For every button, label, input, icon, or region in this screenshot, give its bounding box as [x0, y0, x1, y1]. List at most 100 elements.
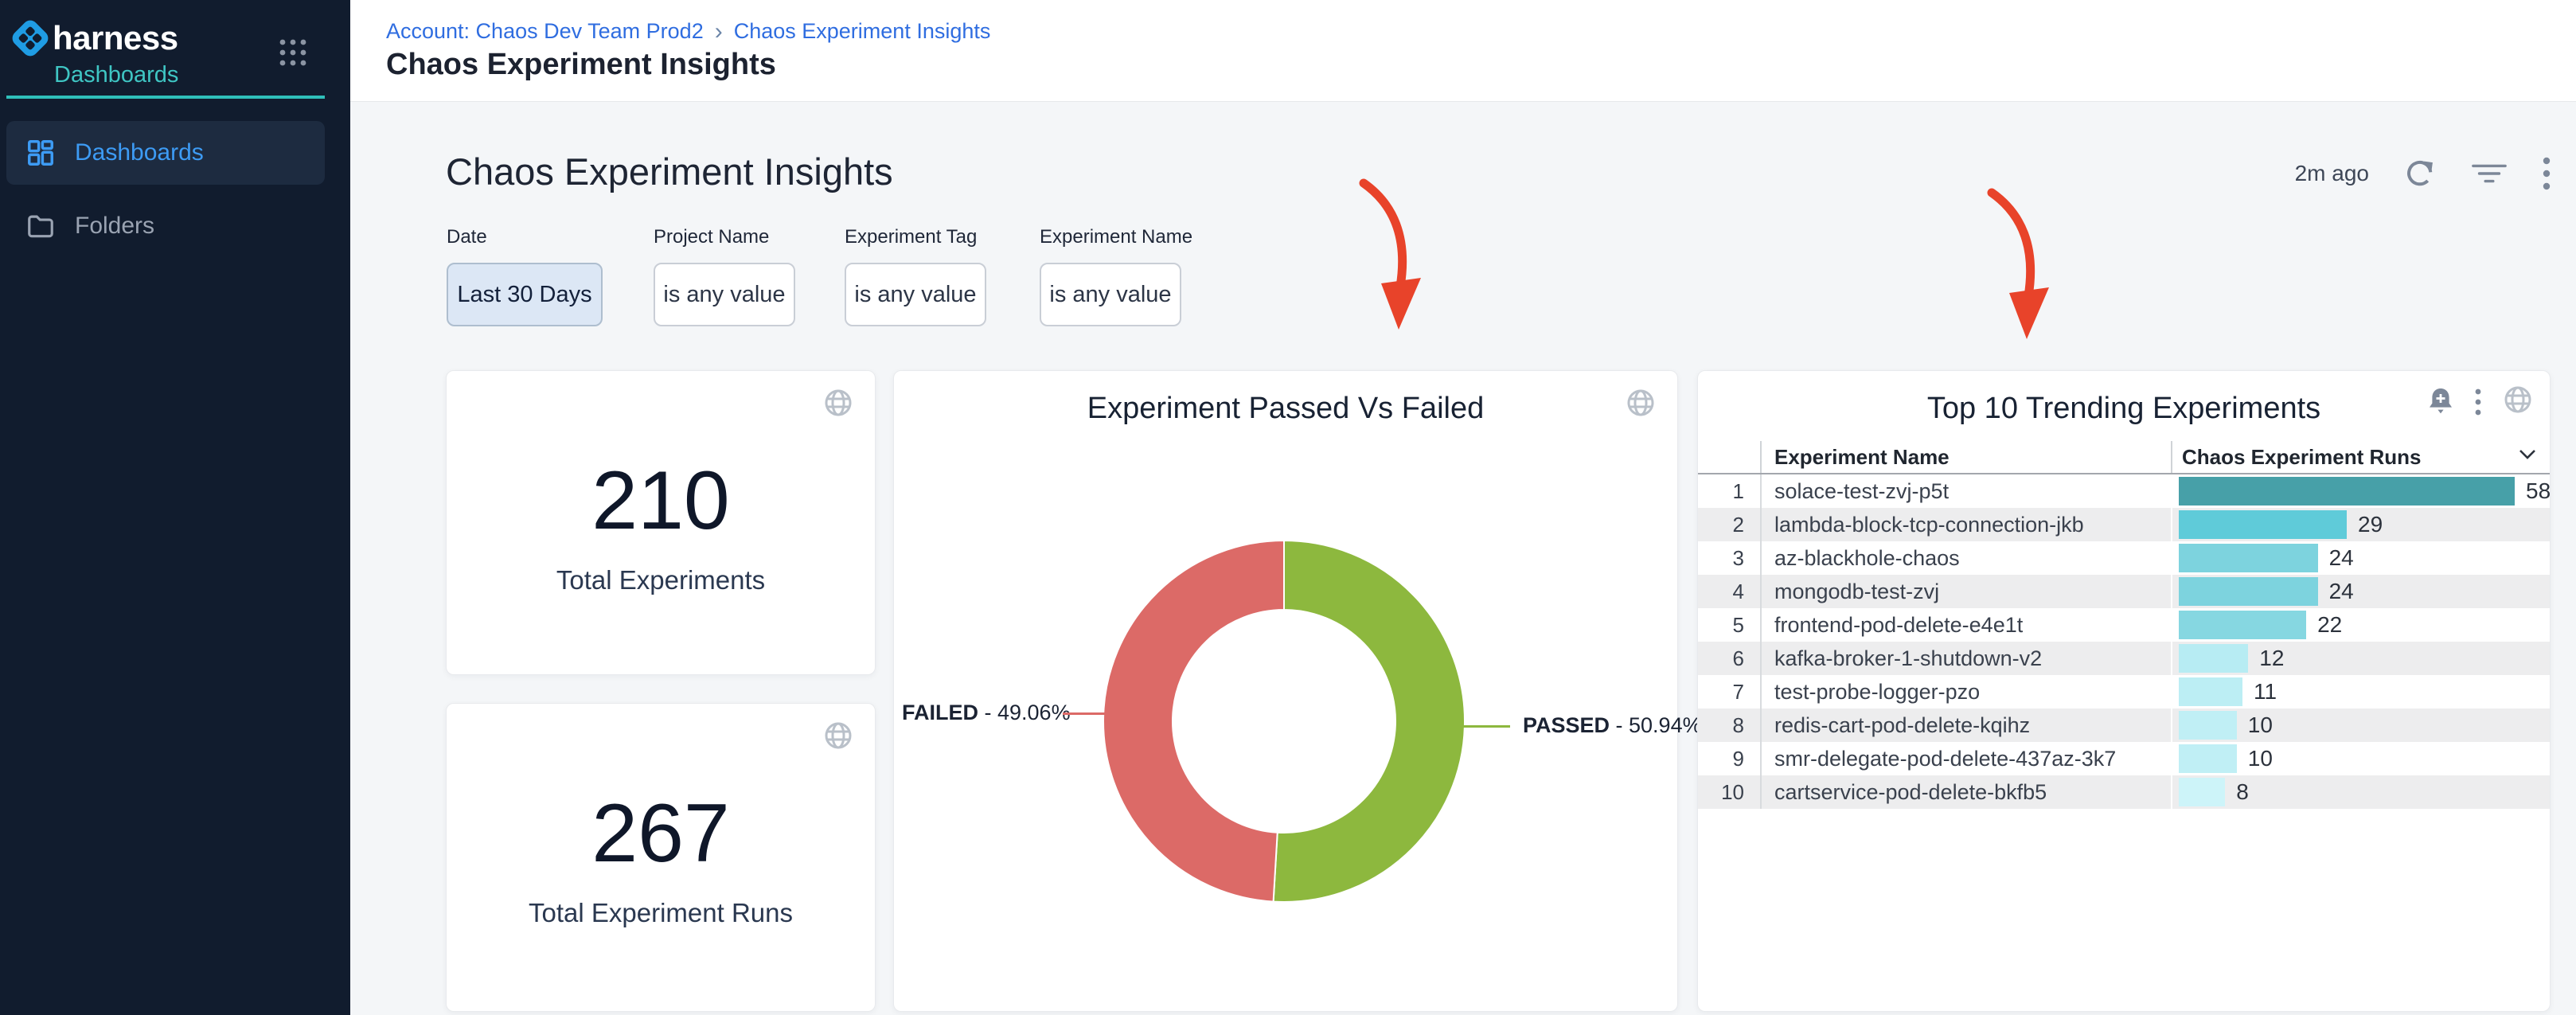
experiment-name: smr-delegate-pod-delete-437az-3k7	[1760, 742, 2171, 775]
bell-plus-icon	[2430, 388, 2452, 413]
filter-date-button[interactable]: Last 30 Days	[447, 263, 603, 326]
rank-column-header	[1698, 441, 1760, 473]
row-rank: 2	[1732, 512, 1744, 537]
globe-icon[interactable]	[822, 720, 854, 755]
experiment-name: test-probe-logger-pzo	[1760, 675, 2171, 709]
passed-slice-label: PASSED - 50.94%	[1523, 713, 1702, 737]
runs-bar[interactable]	[2179, 577, 2318, 606]
refresh-button[interactable]	[2404, 158, 2436, 189]
runs-value: 58	[2526, 478, 2551, 503]
sidebar-divider	[6, 96, 325, 99]
runs-column-header[interactable]: Chaos Experiment Runs	[2171, 441, 2550, 473]
table-row[interactable]: 10 cartservice-pod-delete-bkfb5 8	[1698, 775, 2550, 809]
runs-value: 12	[2259, 646, 2285, 670]
table-row[interactable]: 8 redis-cart-pod-delete-kqihz 10	[1698, 709, 2550, 742]
total-experiments-card: 210 Total Experiments	[446, 370, 876, 675]
filter-label: Project Name	[654, 226, 770, 248]
stat-value: 210	[591, 455, 730, 547]
table-row[interactable]: 5 frontend-pod-delete-e4e1t 22	[1698, 608, 2550, 642]
table-body: 1 solace-test-zvj-p5t 58 2 lambda-block-tcp-…	[1698, 474, 2551, 809]
experiment-name: cartservice-pod-delete-bkfb5	[1760, 775, 2171, 809]
breadcrumb: Account: Chaos Dev Team Prod2 › Chaos Ex…	[386, 19, 990, 44]
runs-value: 8	[2236, 779, 2249, 804]
annotation-arrow	[1359, 178, 1421, 330]
filter-value: is any value	[663, 281, 786, 307]
row-rank: 7	[1732, 679, 1744, 704]
filter-experiment-name-button[interactable]: is any value	[1040, 263, 1181, 326]
stat-label: Total Experiments	[556, 565, 766, 595]
runs-bar[interactable]	[2179, 711, 2237, 740]
filter-label: Experiment Tag	[845, 226, 978, 248]
runs-cell: 24	[2171, 541, 2550, 575]
runs-value: 24	[2328, 545, 2354, 570]
sidebar-nav: Dashboards Folders	[6, 121, 325, 267]
breadcrumb-account-link[interactable]: Account: Chaos Dev Team Prod2	[386, 19, 704, 43]
kebab-menu-icon	[2475, 388, 2481, 415]
filter-experiment-tag-button[interactable]: is any value	[845, 263, 986, 326]
table-row[interactable]: 4 mongodb-test-zvj 24	[1698, 575, 2550, 608]
dashboard-menu-button[interactable]	[2543, 156, 2551, 191]
filters-button[interactable]	[2471, 161, 2508, 186]
filter-value: is any value	[1049, 281, 1172, 307]
last-refreshed: 2m ago	[2294, 161, 2369, 185]
chevron-down-icon[interactable]	[2518, 449, 2537, 460]
folder-icon	[28, 215, 53, 238]
passed-callout-line	[1462, 725, 1510, 728]
experiment-name: lambda-block-tcp-connection-jkb	[1760, 508, 2171, 541]
filter-value: is any value	[854, 281, 977, 307]
table-row[interactable]: 3 az-blackhole-chaos 24	[1698, 541, 2550, 575]
dashboard-heading: Chaos Experiment Insights	[446, 150, 893, 193]
sidebar-item-label: Folders	[75, 213, 155, 239]
globe-icon[interactable]	[1625, 387, 1657, 423]
runs-bar[interactable]	[2179, 544, 2318, 572]
stat-label: Total Experiment Runs	[529, 898, 793, 927]
alert-bell-button[interactable]	[2427, 387, 2454, 417]
sidebar-item-folders[interactable]: Folders	[6, 194, 325, 258]
total-experiment-runs-card: 267 Total Experiment Runs	[446, 703, 876, 1012]
table-row[interactable]: 7 test-probe-logger-pzo 11	[1698, 675, 2550, 709]
runs-cell: 24	[2171, 575, 2550, 608]
sidebar: harness Dashboards Da	[0, 0, 350, 1015]
donut-slice-failed[interactable]	[1103, 539, 1285, 903]
runs-bar[interactable]	[2179, 778, 2226, 806]
runs-value: 24	[2328, 579, 2354, 603]
table-row[interactable]: 1 solace-test-zvj-p5t 58	[1698, 474, 2551, 508]
tile-menu-button[interactable]	[2475, 388, 2481, 416]
globe-icon[interactable]	[822, 387, 854, 423]
table-row[interactable]: 9 smr-delegate-pod-delete-437az-3k7 10	[1698, 742, 2550, 775]
runs-bar[interactable]	[2179, 477, 2515, 506]
runs-value: 11	[2254, 679, 2277, 704]
brand-row[interactable]: harness Dashboards	[8, 16, 342, 92]
runs-value: 10	[2247, 746, 2273, 771]
runs-bar[interactable]	[2179, 611, 2307, 639]
runs-cell: 10	[2171, 709, 2550, 742]
table-row[interactable]: 6 kafka-broker-1-shutdown-v2 12	[1698, 642, 2550, 675]
row-rank: 3	[1732, 545, 1744, 570]
kebab-menu-icon	[2543, 157, 2551, 190]
experiment-name: kafka-broker-1-shutdown-v2	[1760, 642, 2171, 675]
donut-slice-passed[interactable]	[1272, 539, 1466, 903]
runs-bar[interactable]	[2179, 644, 2249, 673]
app-switcher-icon[interactable]	[277, 38, 309, 67]
filter-project-name-button[interactable]: is any value	[654, 263, 795, 326]
filter-experiment-name: Experiment Name is any value	[1040, 226, 1192, 326]
breadcrumb-current-link[interactable]: Chaos Experiment Insights	[733, 19, 991, 43]
runs-cell: 10	[2171, 742, 2550, 775]
runs-value: 29	[2358, 512, 2383, 537]
filter-date: Date Last 30 Days	[447, 226, 603, 326]
table-row[interactable]: 2 lambda-block-tcp-connection-jkb 29	[1698, 508, 2550, 541]
table-card-actions	[2427, 384, 2534, 420]
globe-icon[interactable]	[2502, 384, 2534, 420]
donut-chart	[1103, 539, 1466, 903]
runs-bar[interactable]	[2179, 677, 2243, 706]
page-title: Chaos Experiment Insights	[386, 48, 776, 81]
sidebar-item-dashboards[interactable]: Dashboards	[6, 121, 325, 185]
chart-title: Top 10 Trending Experiments	[1926, 392, 2321, 425]
top-10-trending-card: Top 10 Trending Experiments Experiment N…	[1697, 370, 2551, 1012]
stat-value: 267	[591, 787, 730, 880]
filter-label: Experiment Name	[1040, 226, 1193, 248]
runs-bar[interactable]	[2179, 510, 2347, 539]
experiment-name-column-header[interactable]: Experiment Name	[1760, 441, 2171, 473]
runs-cell: 8	[2171, 775, 2550, 809]
runs-bar[interactable]	[2179, 744, 2237, 773]
